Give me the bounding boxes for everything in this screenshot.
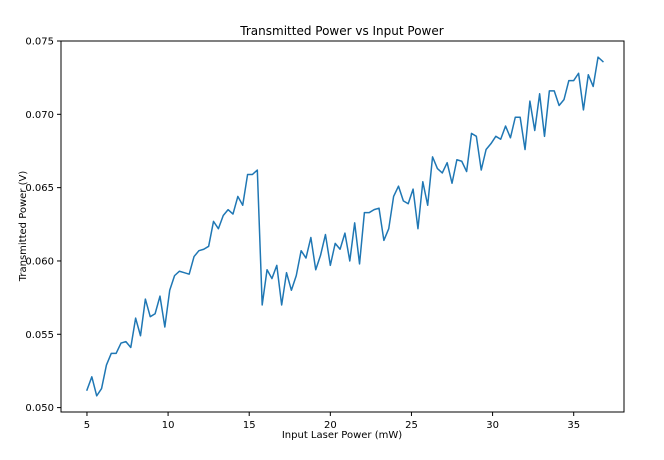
- plot-area: 5 10 15 20 25 30 35 0.0500.0550.0600.0650.0700…: [25, 37, 625, 431]
- x-tick-label: 20: [324, 420, 337, 431]
- plot-frame: [60, 40, 625, 413]
- series-line: [85, 56, 604, 397]
- y-tick-label: 0.050: [25, 403, 54, 414]
- x-tick-label: 10: [162, 420, 175, 431]
- x-axis-label: Input Laser Power (mW): [282, 430, 402, 441]
- x-tick-label: 25: [405, 420, 418, 431]
- x-tick-label: 5: [84, 420, 90, 431]
- y-tick-label: 0.065: [25, 183, 54, 194]
- y-tick-label: 0.060: [25, 256, 54, 267]
- x-tick-label: 35: [567, 420, 580, 431]
- y-axis-ticks: 0.050 0.055 0.060 0.065 0.070 0.075: [25, 37, 61, 414]
- y-axis-label: Transmitted Power (V): [18, 171, 29, 283]
- x-axis-ticks: 5 10 15 20 25 30 35: [84, 412, 580, 431]
- x-tick-label: 15: [243, 420, 256, 431]
- y-tick-label: 0.070: [25, 110, 54, 121]
- x-tick-label: 30: [486, 420, 499, 431]
- y-tick-label: 0.075: [25, 37, 54, 48]
- y-tick-label: 0.055: [25, 330, 54, 341]
- chart-title: Transmitted Power vs Input Power: [239, 24, 443, 38]
